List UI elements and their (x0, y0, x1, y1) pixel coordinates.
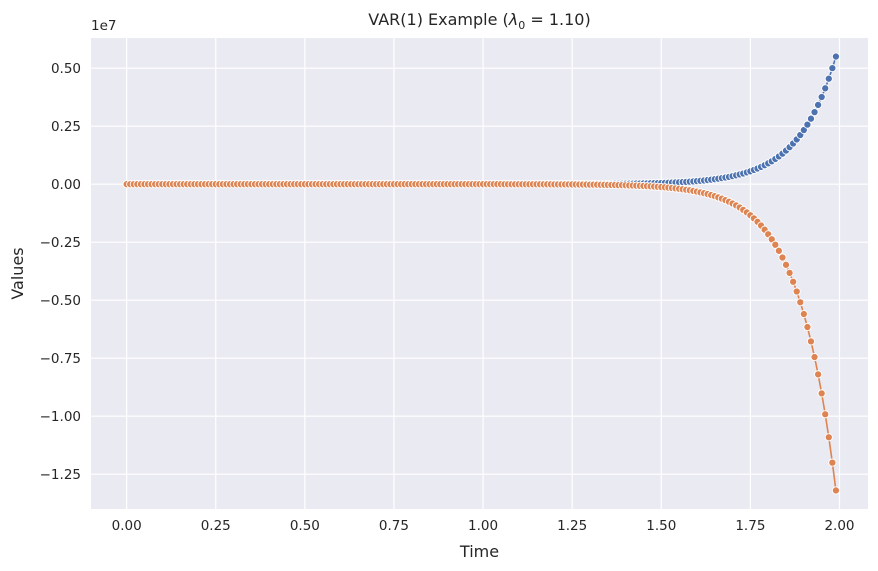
y-tick-label: −0.50 (40, 293, 81, 309)
data-point (806, 337, 816, 346)
y-tick-label: −0.25 (40, 235, 81, 251)
data-point (821, 84, 830, 93)
data-point (803, 120, 812, 129)
data-point (778, 253, 787, 262)
data-point (824, 74, 833, 83)
data-point (799, 310, 808, 319)
x-tick-label: 1.25 (557, 518, 587, 534)
y-axis-offset-label: 1e7 (91, 18, 116, 34)
data-point (828, 64, 837, 73)
x-tick-label: 1.75 (735, 518, 765, 534)
data-point (831, 52, 840, 61)
x-tick-label: 0.75 (379, 518, 409, 534)
x-tick-label: 0.50 (290, 518, 320, 534)
x-tick-label: 1.50 (646, 518, 676, 534)
x-tick-label: 1.00 (468, 518, 498, 534)
y-tick-label: 0.50 (51, 61, 81, 77)
title-lambda: λ (508, 10, 518, 29)
data-point (785, 268, 794, 277)
title-prefix: VAR(1) Example ( (368, 10, 508, 29)
data-point (789, 277, 798, 286)
y-axis-ticks: 0.50 0.25 0.00 −0.25 −0.50 −0.75 −1.00 −1.25 (40, 61, 81, 483)
data-point (771, 240, 780, 249)
x-tick-label: 0.00 (112, 518, 142, 534)
data-point (814, 370, 823, 379)
x-tick-label: 0.25 (201, 518, 231, 534)
data-point (828, 458, 837, 467)
title-suffix: = 1.10) (525, 10, 590, 29)
data-point (817, 92, 826, 102)
x-axis-label: Time (459, 542, 499, 561)
data-point (817, 389, 826, 398)
x-axis-ticks: 0.00 0.25 0.50 0.75 1.00 1.25 1.50 1.75 2.00 (112, 518, 855, 534)
data-point (774, 246, 783, 255)
chart-title: VAR(1) Example (λ0 = 1.10) (368, 10, 590, 32)
data-point (821, 410, 830, 419)
y-tick-label: −1.25 (40, 467, 81, 483)
series-2 (122, 180, 840, 495)
data-point (831, 486, 840, 495)
y-tick-label: 0.00 (51, 177, 81, 193)
series-layer (122, 52, 840, 495)
data-point (824, 433, 833, 442)
data-point (803, 322, 812, 332)
data-point (792, 287, 801, 296)
title-subscript: 0 (518, 19, 525, 32)
data-point (806, 114, 816, 123)
x-tick-label: 2.00 (824, 518, 854, 534)
plot-area (91, 38, 868, 509)
data-point (814, 100, 823, 109)
data-point (796, 298, 805, 307)
data-point (810, 352, 819, 362)
y-tick-label: 0.25 (51, 119, 81, 135)
y-tick-label: −0.75 (40, 351, 81, 367)
y-axis-label: Values (8, 247, 27, 299)
y-tick-label: −1.00 (40, 409, 81, 425)
data-point (810, 108, 819, 117)
data-point (781, 260, 791, 269)
